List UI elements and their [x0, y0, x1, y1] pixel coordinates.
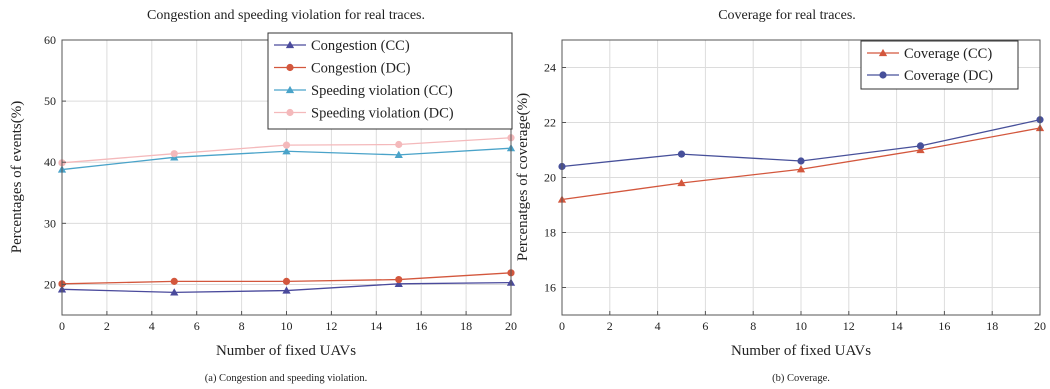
y-tick-label: 20: [44, 277, 56, 291]
y-tick-label: 20: [544, 171, 556, 185]
y-axis-label: Percenatges of coverage(%): [515, 93, 531, 261]
data-point: [170, 288, 179, 296]
chart-coverage: Coverage for real traces. 0 2 4 6 8 10 12 14 16 1…: [515, 8, 1046, 384]
x-tick-label: 10: [795, 319, 807, 333]
data-point: [797, 157, 805, 165]
x-axis-label: Number of fixed UAVs: [216, 343, 356, 359]
legend-item: Speeding violation (DC): [274, 106, 454, 122]
figure-caption: (a) Congestion and speeding violation.: [205, 373, 367, 384]
x-tick-label: 2: [607, 319, 613, 333]
x-tick-label: 14: [370, 319, 382, 333]
x-tick-label: 14: [891, 319, 903, 333]
x-tick-label: 18: [460, 319, 472, 333]
x-tick-label: 12: [843, 319, 855, 333]
x-tick-label: 0: [559, 319, 565, 333]
legend-item: Coverage (DC): [867, 68, 993, 84]
data-point: [394, 279, 403, 287]
x-tick-label: 4: [655, 319, 661, 333]
y-axis-label: Percentages of events(%): [9, 101, 25, 253]
data-point: [282, 286, 291, 294]
x-tick-label: 8: [750, 319, 756, 333]
legend-label: Coverage (DC): [904, 68, 993, 84]
x-tick-label: 20: [505, 319, 517, 333]
x-tick-label: 6: [194, 319, 200, 333]
x-axis-label: Number of fixed UAVs: [731, 343, 871, 359]
figure-caption: (b) Coverage.: [772, 373, 830, 384]
legend-swatch-marker: [286, 108, 294, 117]
y-tick-label: 50: [44, 94, 56, 108]
data-point: [395, 140, 403, 149]
legend-swatch-marker: [879, 71, 887, 79]
y-tick-label: 24: [544, 61, 556, 75]
legend-label: Congestion (CC): [311, 38, 410, 54]
x-tick-label: 0: [59, 319, 65, 333]
x-tick-label: 2: [104, 319, 110, 333]
x-tick-label: 16: [938, 319, 950, 333]
x-tick-label: 12: [325, 319, 337, 333]
series-coverage-dc: [558, 116, 1044, 171]
y-tick-label: 16: [544, 281, 556, 295]
data-point: [170, 150, 178, 158]
y-tick-label: 40: [44, 155, 56, 169]
x-tick-label: 6: [702, 319, 708, 333]
chart-congestion-speeding: Congestion and speeding violation for re…: [9, 8, 517, 384]
x-tick-label: 4: [149, 319, 155, 333]
data-point: [916, 145, 925, 154]
data-point: [677, 150, 686, 158]
legend-swatch-marker: [285, 85, 295, 94]
data-point: [677, 178, 686, 187]
legend-swatch-marker: [878, 48, 888, 57]
data-point: [282, 147, 291, 155]
legend-label: Coverage (CC): [904, 46, 992, 62]
legend-label: Speeding violation (DC): [311, 106, 454, 122]
data-point: [394, 150, 403, 158]
legend-label: Speeding violation (CC): [311, 83, 453, 99]
x-tick-label: 18: [986, 319, 998, 333]
data-point: [916, 142, 925, 150]
chart-title: Coverage for real traces.: [718, 8, 856, 23]
legend-label: Congestion (DC): [311, 61, 411, 77]
legend-item: Coverage (CC): [867, 46, 992, 62]
legend-box: [860, 40, 1019, 90]
chart-title: Congestion and speeding violation for re…: [147, 8, 425, 23]
legend: Coverage (CC) Coverage (DC): [860, 40, 1019, 90]
x-tick-label: 10: [281, 319, 293, 333]
legend-swatch-marker: [286, 63, 294, 72]
legend-swatch-marker: [285, 40, 295, 49]
data-point: [395, 275, 403, 284]
y-tick-label: 18: [544, 226, 556, 240]
y-tick-label: 60: [44, 33, 56, 47]
legend-item: Congestion (DC): [274, 61, 411, 77]
legend-item: Speeding violation (CC): [274, 83, 453, 99]
data-point: [282, 277, 291, 285]
legend: Congestion (CC) Congestion (DC) Speeding v…: [267, 32, 513, 130]
series-layer: [57, 134, 516, 296]
legend-box: [267, 32, 513, 130]
data-point: [282, 141, 291, 149]
data-point: [796, 165, 806, 173]
series-layer: [557, 116, 1045, 203]
data-point: [170, 277, 178, 285]
ticks: 0 2 4 6 8 10 12 14 16 18 20 20 30 40 50 60: [44, 33, 517, 333]
y-tick-label: 22: [544, 116, 556, 130]
y-tick-label: 30: [44, 216, 56, 230]
legend-item: Congestion (CC): [274, 38, 410, 54]
x-tick-label: 8: [239, 319, 245, 333]
x-tick-label: 16: [415, 319, 427, 333]
x-tick-label: 20: [1034, 319, 1046, 333]
